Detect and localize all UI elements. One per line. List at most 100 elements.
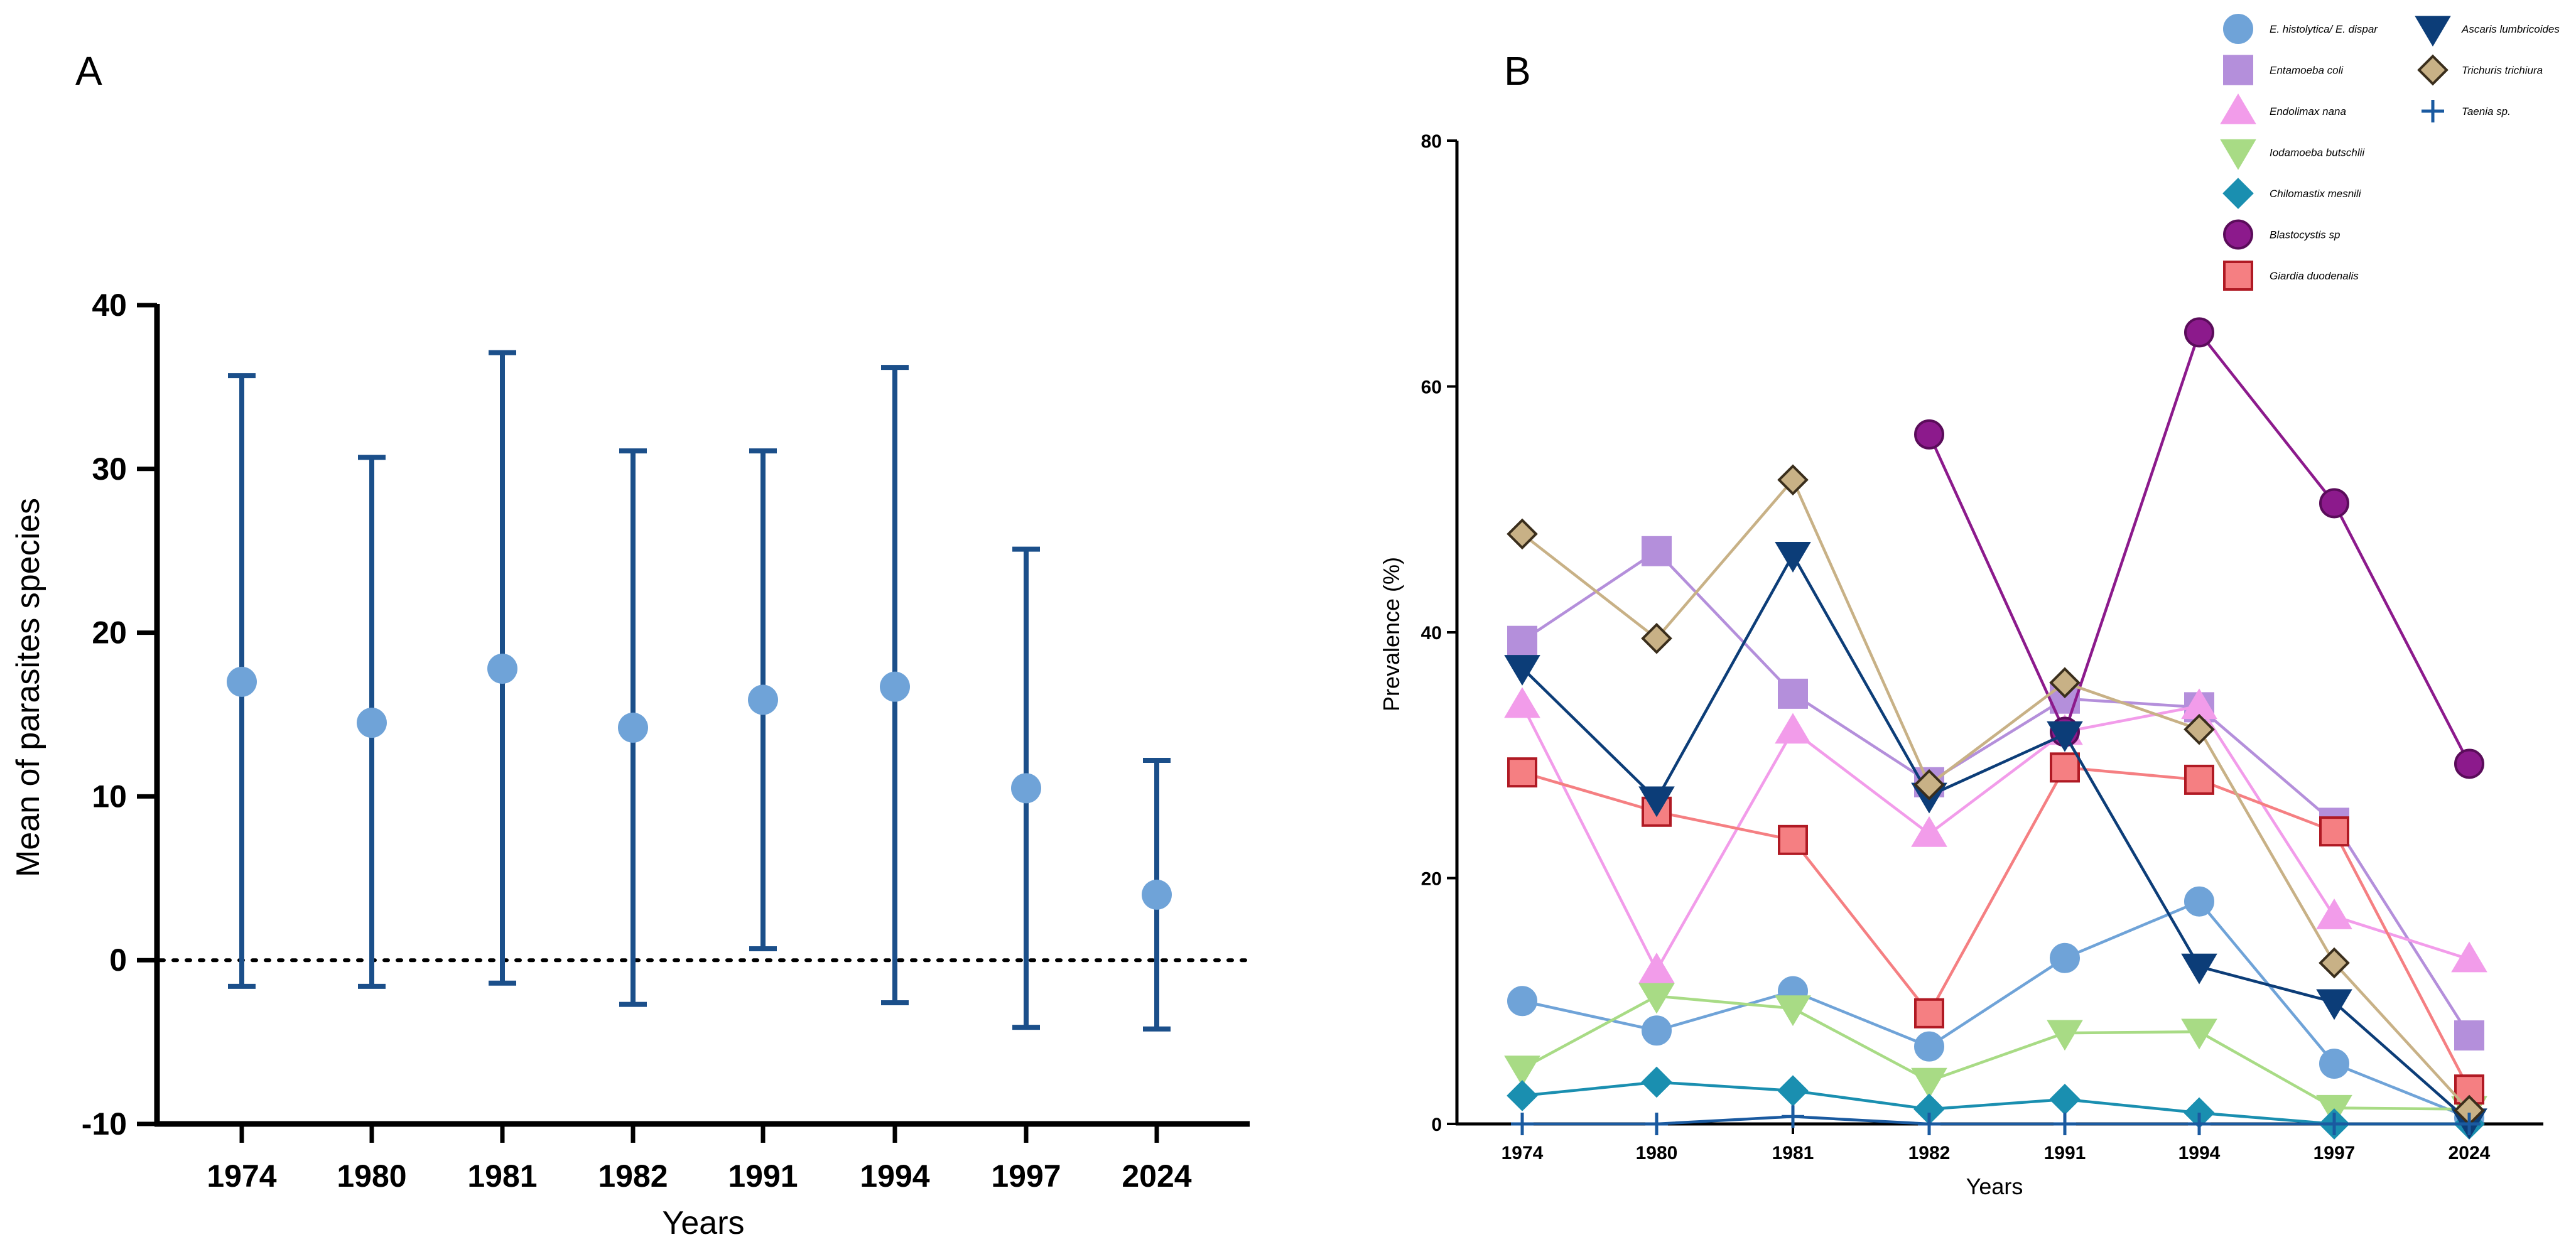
data-point-1997 — [2319, 488, 2349, 519]
x-tick-label-a: 1994 — [860, 1158, 929, 1194]
panel-label-b: B — [1504, 48, 1531, 94]
y-axis-title-a: Mean of parasites species — [10, 498, 46, 877]
legend-marker — [2223, 219, 2253, 250]
legend-label: Endolimax nana — [2270, 105, 2346, 117]
data-point-2024 — [2451, 941, 2487, 973]
data-point-1974 — [1507, 986, 1537, 1017]
x-tick-label-b: 1991 — [2044, 1143, 2086, 1163]
data-point-1997 — [2316, 899, 2352, 929]
x-tick-label-b: 1974 — [1502, 1143, 1544, 1163]
legend-label: Trichuris trichiura — [2462, 65, 2543, 77]
series-endolimax-nana — [1504, 687, 2487, 984]
series-line — [1521, 995, 2470, 1111]
chart-panel-b: 0 20 40 60 80 1974 1980 1981 1982 1991 1994 1997 202… — [1378, 14, 2560, 1199]
data-point-1991 — [2050, 752, 2080, 783]
data-point-1981 — [1777, 464, 1809, 496]
data-point-1980 — [1642, 536, 1672, 566]
mean-point-1981 — [487, 653, 517, 684]
series-line — [1522, 1081, 2469, 1126]
data-point-1982 — [1914, 1031, 1944, 1062]
x-tick-label-a: 2024 — [1122, 1158, 1191, 1194]
x-axis-title-b: Years — [1966, 1174, 2023, 1199]
legend-marker — [2422, 100, 2444, 122]
data-point-1994 — [2184, 317, 2214, 348]
legend-label: Iodamoeba butschlii — [2270, 147, 2365, 159]
data-point-1991 — [2049, 1084, 2081, 1115]
panel-label-a: A — [75, 48, 102, 94]
series-line — [1522, 899, 2470, 1120]
data-point-1974 — [1504, 687, 1540, 718]
legend-label: Chilomastix mesnili — [2270, 188, 2362, 200]
x-tick-label-a: 1997 — [991, 1158, 1061, 1194]
y-tick-label-a: 40 — [92, 288, 127, 323]
data-point-1991 — [2047, 1020, 2083, 1051]
data-point-1974 — [1507, 625, 1537, 656]
series-line — [1521, 549, 2470, 1037]
y-tick-label-a: 0 — [109, 942, 127, 978]
y-tick-label-a: 10 — [92, 779, 127, 814]
y-axis-title-b: Prevalence (%) — [1378, 557, 1404, 711]
legend-label: Ascaris lumbricoides — [2461, 23, 2560, 35]
data-point-1997 — [2319, 1049, 2349, 1079]
data-point-1991 — [2054, 1113, 2076, 1135]
data-point-1997 — [2319, 816, 2349, 847]
data-point-1980 — [1638, 983, 1675, 1014]
mean-point-1994 — [880, 671, 910, 702]
legend-label: Blastocystis sp — [2270, 229, 2340, 241]
series-line — [1521, 552, 2470, 1123]
y-tick-label-b: 80 — [1421, 131, 1442, 152]
data-point-1974 — [1504, 1055, 1540, 1087]
y-tick-label-b: 40 — [1421, 623, 1442, 644]
x-axis-title-a: Years — [662, 1205, 744, 1241]
y-tick-label-b: 20 — [1421, 869, 1442, 890]
data-point-1974 — [1507, 518, 1538, 550]
y-tick-label-b: 0 — [1431, 1115, 1442, 1135]
series-line — [1520, 704, 2470, 974]
legend-marker — [2220, 139, 2256, 170]
y-tick-label-b: 60 — [1421, 377, 1442, 398]
y-tick-label-a: 20 — [92, 615, 127, 650]
x-tick-label-b: 1994 — [2178, 1143, 2221, 1163]
data-point-1997 — [2316, 989, 2352, 1020]
x-tick-label-b: 1980 — [1636, 1143, 1678, 1163]
data-point-1974 — [1504, 655, 1540, 686]
mean-point-1982 — [618, 712, 648, 743]
data-point-2024 — [2454, 748, 2484, 779]
data-point-1994 — [2181, 953, 2217, 985]
y-tick-label-a: 30 — [92, 451, 127, 487]
x-tick-label-b: 1981 — [1772, 1143, 1814, 1163]
data-point-2024 — [2458, 1113, 2481, 1135]
x-tick-label-b: 2024 — [2449, 1143, 2491, 1163]
data-point-1994 — [2184, 886, 2214, 917]
legend-marker — [2222, 178, 2254, 209]
series-trichuris-trichiura — [1507, 464, 2485, 1126]
legend-label: Giardia duodenalis — [2270, 270, 2359, 282]
x-tick-label-b: 1997 — [2314, 1143, 2356, 1163]
legend-marker — [2220, 93, 2256, 124]
data-point-1991 — [2047, 721, 2083, 752]
legend-marker — [2415, 16, 2451, 47]
data-point-1997 — [2323, 1113, 2346, 1135]
data-point-1994 — [2181, 1018, 2217, 1050]
x-tick-label-b: 1982 — [1908, 1143, 1951, 1163]
legend-label: Entamoeba coli — [2270, 65, 2344, 77]
data-point-1997 — [2319, 947, 2350, 979]
legend-marker — [2417, 54, 2449, 86]
data-point-1981 — [1778, 824, 1808, 855]
series-line — [1521, 477, 2470, 1111]
data-point-1994 — [2184, 713, 2215, 745]
legend-marker — [2223, 14, 2253, 44]
data-point-1981 — [1778, 678, 1808, 709]
data-point-1982 — [1918, 1113, 1940, 1135]
data-point-1981 — [1775, 995, 1811, 1027]
legend-marker — [2223, 261, 2253, 291]
data-point-1974 — [1507, 757, 1537, 788]
data-point-1980 — [1641, 622, 1672, 654]
data-point-1982 — [1914, 419, 1944, 450]
data-point-1982 — [1911, 816, 1947, 847]
data-point-1981 — [1775, 713, 1811, 744]
x-tick-label-a: 1974 — [207, 1158, 276, 1194]
series-line — [1522, 1115, 2469, 1126]
mean-point-1980 — [357, 708, 387, 738]
